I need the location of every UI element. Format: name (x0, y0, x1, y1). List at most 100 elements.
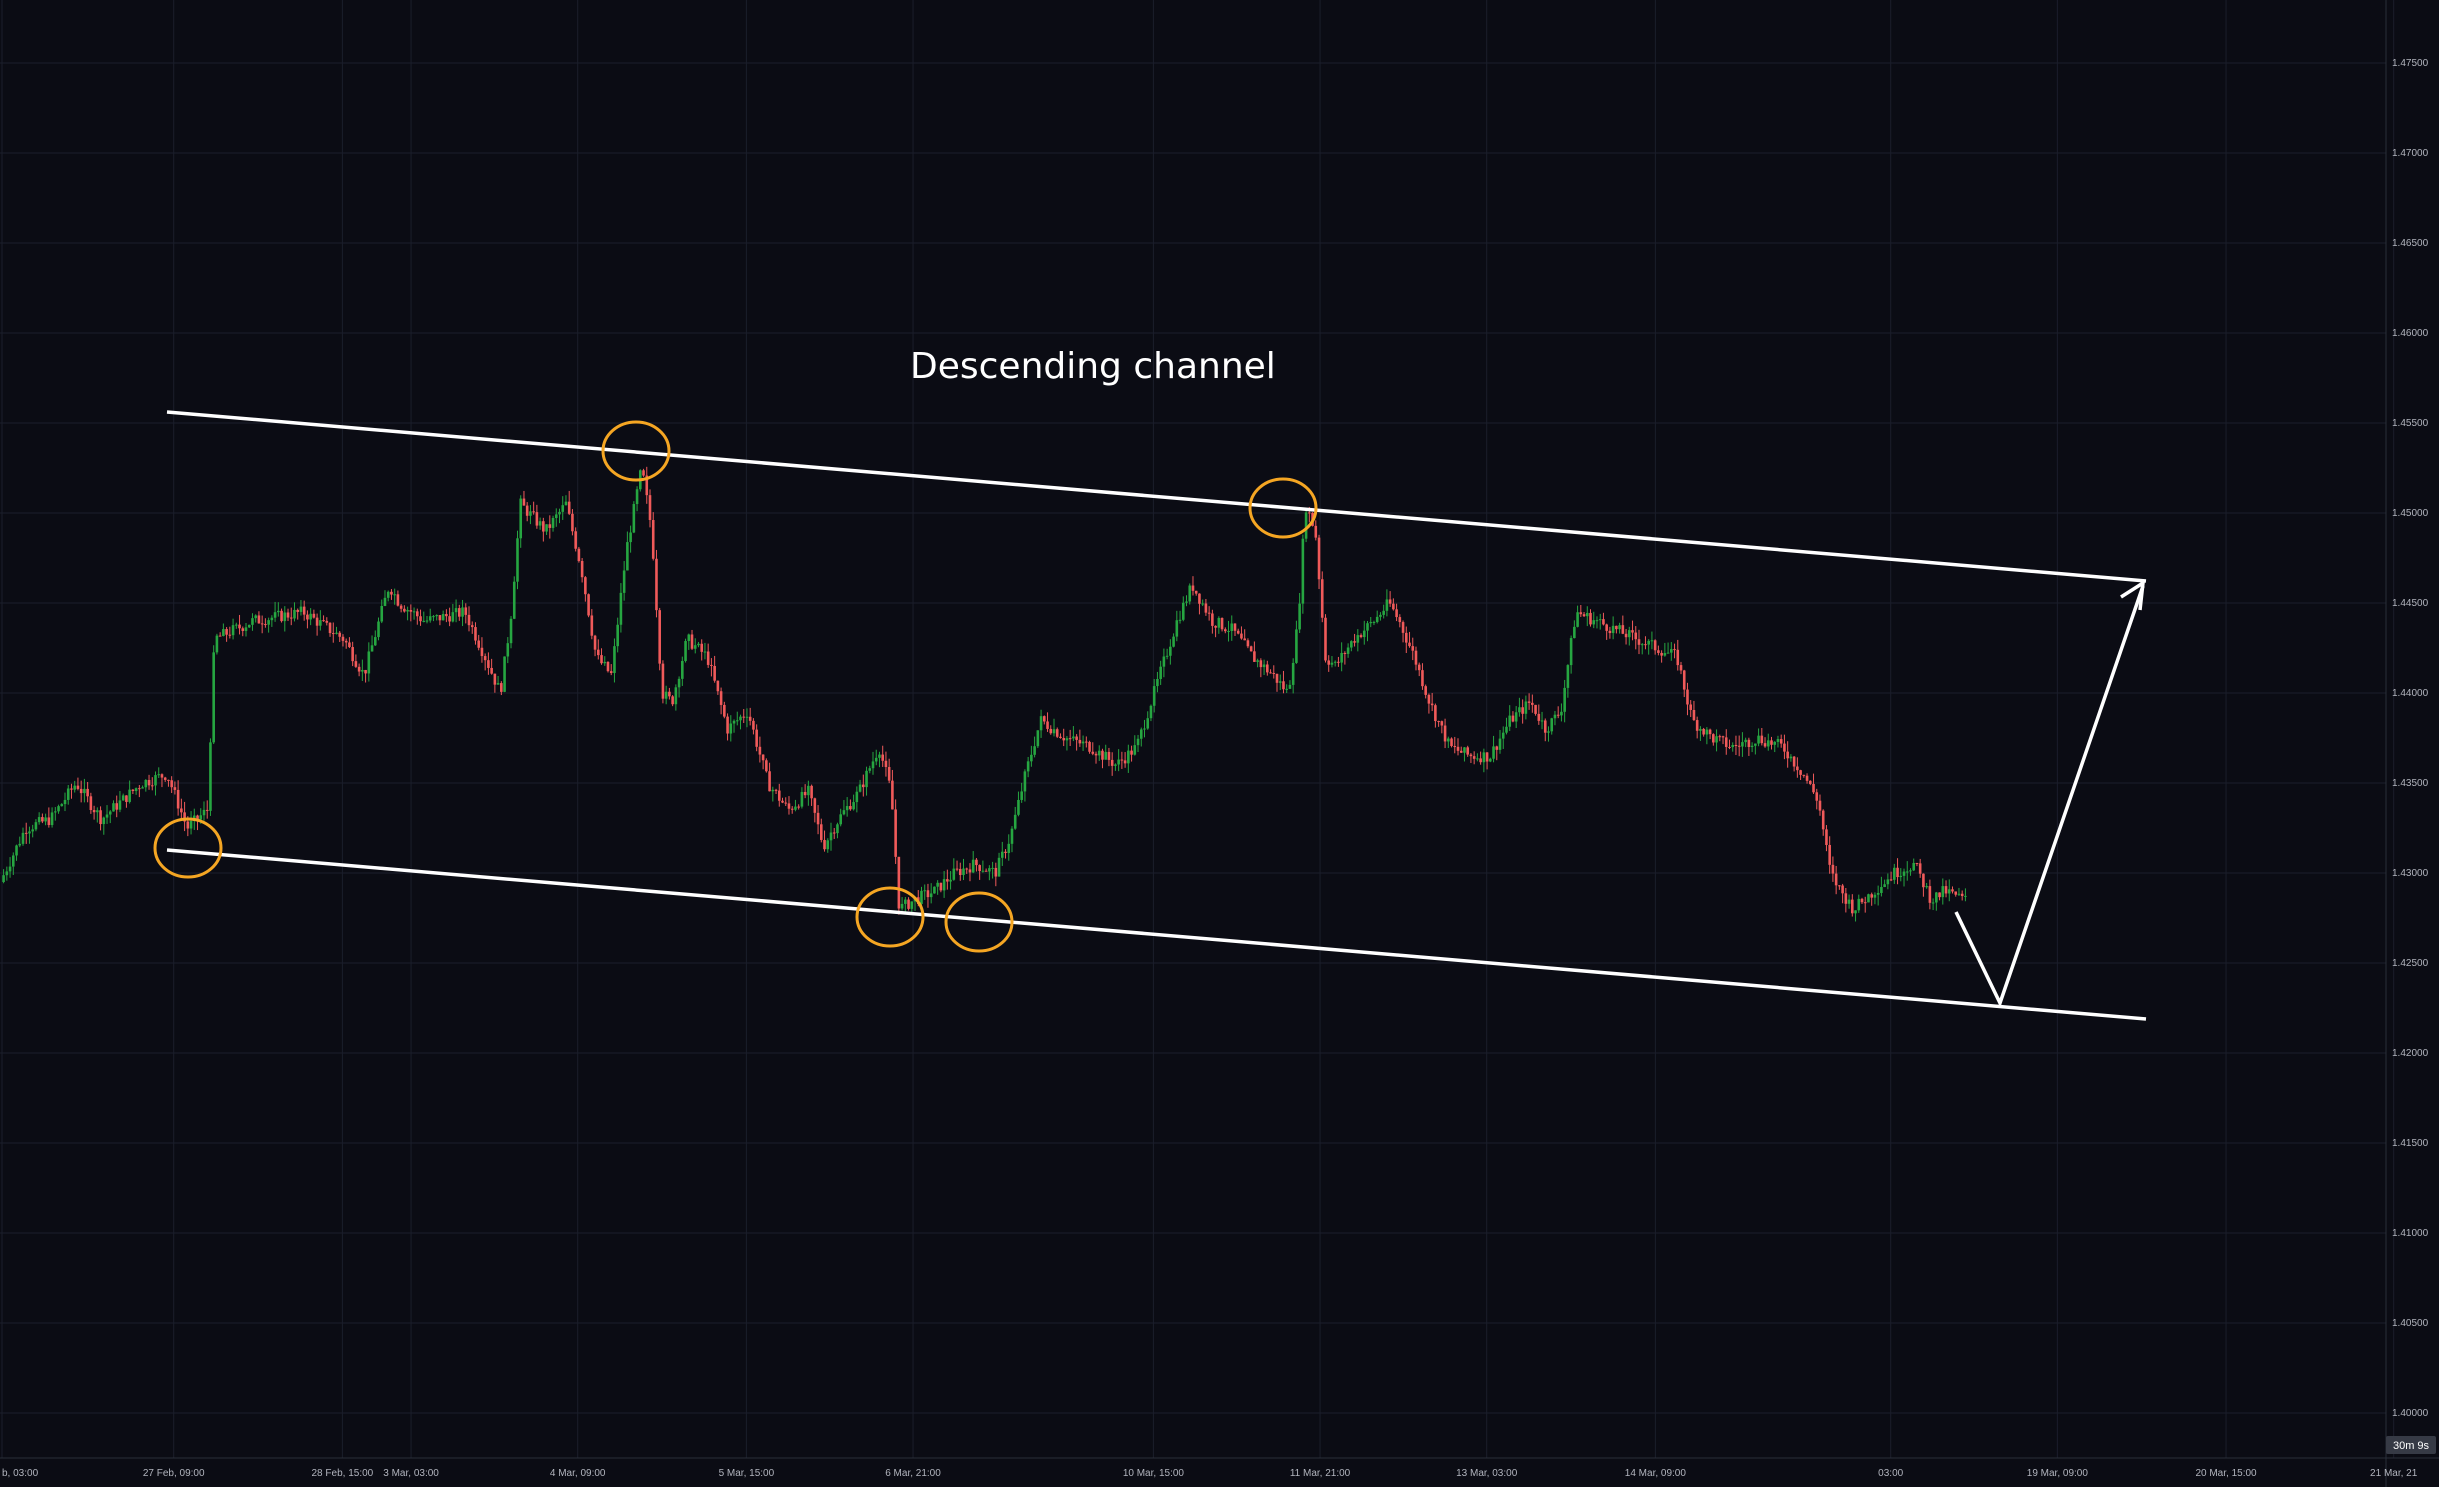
candle-body (18, 843, 22, 846)
candle-body (571, 513, 574, 532)
candle-body (1201, 603, 1204, 605)
candle-318 (1030, 745, 1033, 767)
candle-body (1899, 875, 1903, 878)
candle-body (1660, 652, 1663, 656)
candle-body (1072, 736, 1075, 739)
candle-body (277, 610, 280, 613)
candle-75 (244, 623, 248, 637)
candle-39 (128, 780, 131, 804)
candle-544 (1760, 727, 1764, 746)
drawings[interactable] (153, 410, 2147, 1021)
candle-body (328, 622, 332, 634)
candle-body (907, 899, 910, 909)
candle-154 (500, 681, 503, 696)
candle-body (1427, 694, 1431, 704)
candle-191 (619, 583, 623, 633)
candle-body (693, 645, 697, 649)
x-tick-label-4: 4 Mar, 09:00 (550, 1468, 606, 1479)
candle-86 (280, 608, 283, 623)
candle-body (1437, 721, 1440, 723)
candle-381 (1233, 623, 1237, 636)
candle-382 (1236, 628, 1240, 635)
candle-body (1152, 686, 1156, 706)
candle-214 (693, 638, 697, 654)
candle-246 (797, 804, 800, 810)
y-axis[interactable]: 1.47500 1.47000 1.46500 1.46000 1.45500 1.450… (2392, 58, 2429, 1419)
candle-377 (1220, 617, 1224, 632)
candle-352 (1139, 727, 1143, 747)
candle-387 (1253, 641, 1256, 662)
touch-circle-5[interactable] (1248, 477, 1318, 539)
candle-body (803, 791, 807, 796)
candle-body (994, 867, 998, 877)
candle-78 (254, 614, 257, 623)
candle-body (1266, 664, 1269, 673)
x-axis[interactable]: b, 03:00 27 Feb, 09:00 28 Feb, 15:00 3 Mar,… (2, 1468, 2418, 1479)
candle-body (1236, 630, 1240, 634)
candle-176 (571, 509, 574, 536)
candle-body (1928, 886, 1932, 903)
candle-491 (1589, 609, 1592, 627)
touch-circle-2[interactable] (601, 420, 671, 482)
candle-body (590, 615, 594, 636)
x-tick-label-8: 11 Mar, 21:00 (1290, 1468, 1351, 1479)
candle-body (1695, 720, 1699, 731)
candle-508 (1644, 636, 1647, 650)
candle-223 (723, 701, 726, 719)
candle-body (1566, 665, 1570, 688)
candle-311 (1007, 834, 1011, 861)
candle-399 (1291, 658, 1295, 694)
touch-circle-1[interactable] (153, 817, 223, 879)
channel-lower-line[interactable] (166, 848, 2147, 1021)
candle-542 (1754, 743, 1757, 755)
candle-body (1178, 619, 1182, 621)
candle-body (1692, 709, 1696, 721)
candle-body (147, 779, 151, 786)
candle-body (1834, 873, 1838, 886)
candle-body (978, 865, 981, 872)
candle-body (1550, 718, 1554, 732)
candle-472 (1527, 693, 1531, 710)
candle-body (600, 655, 603, 664)
candle-42 (138, 784, 141, 798)
candle-body (710, 664, 713, 666)
candle-body (1818, 800, 1822, 811)
touch-circle-3[interactable] (855, 886, 925, 948)
candle-body (406, 610, 409, 612)
candle-1 (5, 866, 9, 881)
candle-175 (567, 490, 571, 516)
candle-536 (1734, 735, 1738, 755)
candle-body (1602, 619, 1605, 625)
candle-510 (1650, 631, 1654, 650)
candle-269 (871, 751, 875, 775)
candle-420 (1359, 633, 1363, 639)
channel-upper-line[interactable] (166, 410, 2147, 583)
candle-329 (1065, 736, 1069, 751)
candle-363 (1175, 610, 1179, 642)
candle-body (1366, 623, 1369, 631)
candle-468 (1514, 706, 1518, 729)
candle-216 (700, 639, 704, 661)
touch-circle-4[interactable] (944, 891, 1014, 953)
candle-body (658, 610, 661, 664)
candle-53 (173, 781, 177, 795)
candle-581 (1880, 876, 1883, 897)
candle-body (920, 890, 923, 904)
candle-242 (784, 797, 788, 806)
candle-body (1844, 893, 1848, 904)
candle-450 (1456, 738, 1460, 756)
candle-body (784, 802, 788, 804)
candle-body (1169, 646, 1172, 656)
candle-body (464, 607, 468, 615)
candle-body (1543, 720, 1547, 733)
candle-413 (1337, 656, 1340, 667)
candle-body (1760, 735, 1764, 744)
candle-body (96, 810, 99, 813)
candle-body (826, 840, 830, 850)
candle-body (1194, 590, 1198, 594)
candle-425 (1375, 610, 1379, 624)
candle-396 (1282, 670, 1285, 694)
projection-path[interactable] (1954, 585, 2145, 1008)
